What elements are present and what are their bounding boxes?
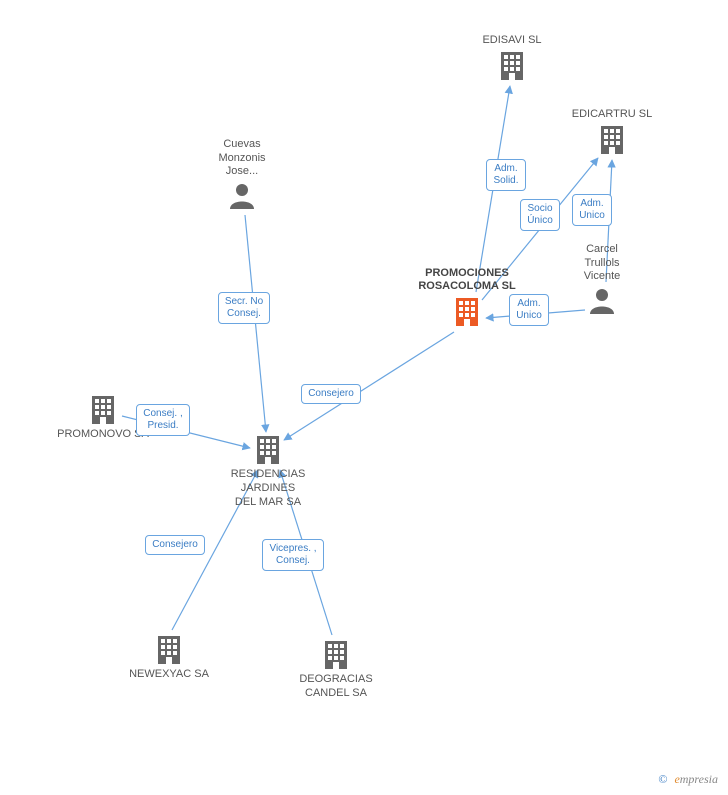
edge-label: Adm. Unico <box>572 194 612 226</box>
node-label: RESIDENCIASJARDINESDEL MAR SA <box>231 468 306 509</box>
node-icon-wrap <box>57 394 149 426</box>
node-deogracias: DEOGRACIASCANDEL SA <box>299 637 372 701</box>
building-icon <box>499 50 525 82</box>
node-icon-wrap <box>482 50 541 82</box>
edge-label: Vicepres. , Consej. <box>262 539 323 571</box>
building-icon <box>156 634 182 666</box>
edge-label: Consejero <box>145 535 205 555</box>
node-edisavi: EDISAVI SL <box>482 34 541 84</box>
footer-attribution: © empresia <box>658 772 718 787</box>
edge-label: Secr. No Consej. <box>218 292 270 324</box>
building-icon <box>454 296 480 328</box>
building-icon <box>90 394 116 426</box>
node-icon-wrap <box>129 634 209 666</box>
edge-label: Adm. Solid. <box>486 159 525 191</box>
node-label: EDICARTRU SL <box>572 108 652 122</box>
node-promrosa: PROMOCIONESROSACOLOMA SL <box>418 267 515 331</box>
node-icon-wrap <box>584 286 621 314</box>
node-icon-wrap <box>231 434 306 466</box>
node-cuevas: CuevasMonzonisJose... <box>218 138 265 211</box>
building-icon <box>323 639 349 671</box>
edge-label: Socio Único <box>520 199 560 231</box>
node-icon-wrap <box>418 296 515 328</box>
node-label: NEWEXYAC SA <box>129 668 209 682</box>
building-icon <box>599 124 625 156</box>
person-icon <box>228 181 256 209</box>
node-promonovo: PROMONOVO SA <box>57 392 149 442</box>
edge-label: Consej. , Presid. <box>136 404 189 436</box>
node-icon-wrap <box>218 181 265 209</box>
network-diagram: EDISAVI SL EDICARTRU SL CuevasMonzonisJo… <box>0 0 728 795</box>
node-icon-wrap <box>572 124 652 156</box>
edge-label: Adm. Unico <box>509 294 549 326</box>
node-newexyac: NEWEXYAC SA <box>129 632 209 682</box>
node-label: DEOGRACIASCANDEL SA <box>299 673 372 701</box>
brand-rest: mpresia <box>680 772 718 786</box>
person-icon <box>588 286 616 314</box>
edge-label: Consejero <box>301 384 361 404</box>
node-carcel: CarcelTrullolsVicente <box>584 243 621 316</box>
node-residencias: RESIDENCIASJARDINESDEL MAR SA <box>231 432 306 509</box>
node-icon-wrap <box>299 639 372 671</box>
node-label: CarcelTrullolsVicente <box>584 243 621 284</box>
node-label: CuevasMonzonisJose... <box>218 138 265 179</box>
building-icon <box>255 434 281 466</box>
node-edicartru: EDICARTRU SL <box>572 108 652 158</box>
node-label: PROMONOVO SA <box>57 428 149 442</box>
copyright-symbol: © <box>658 772 667 786</box>
node-label: EDISAVI SL <box>482 34 541 48</box>
node-label: PROMOCIONESROSACOLOMA SL <box>418 267 515 295</box>
